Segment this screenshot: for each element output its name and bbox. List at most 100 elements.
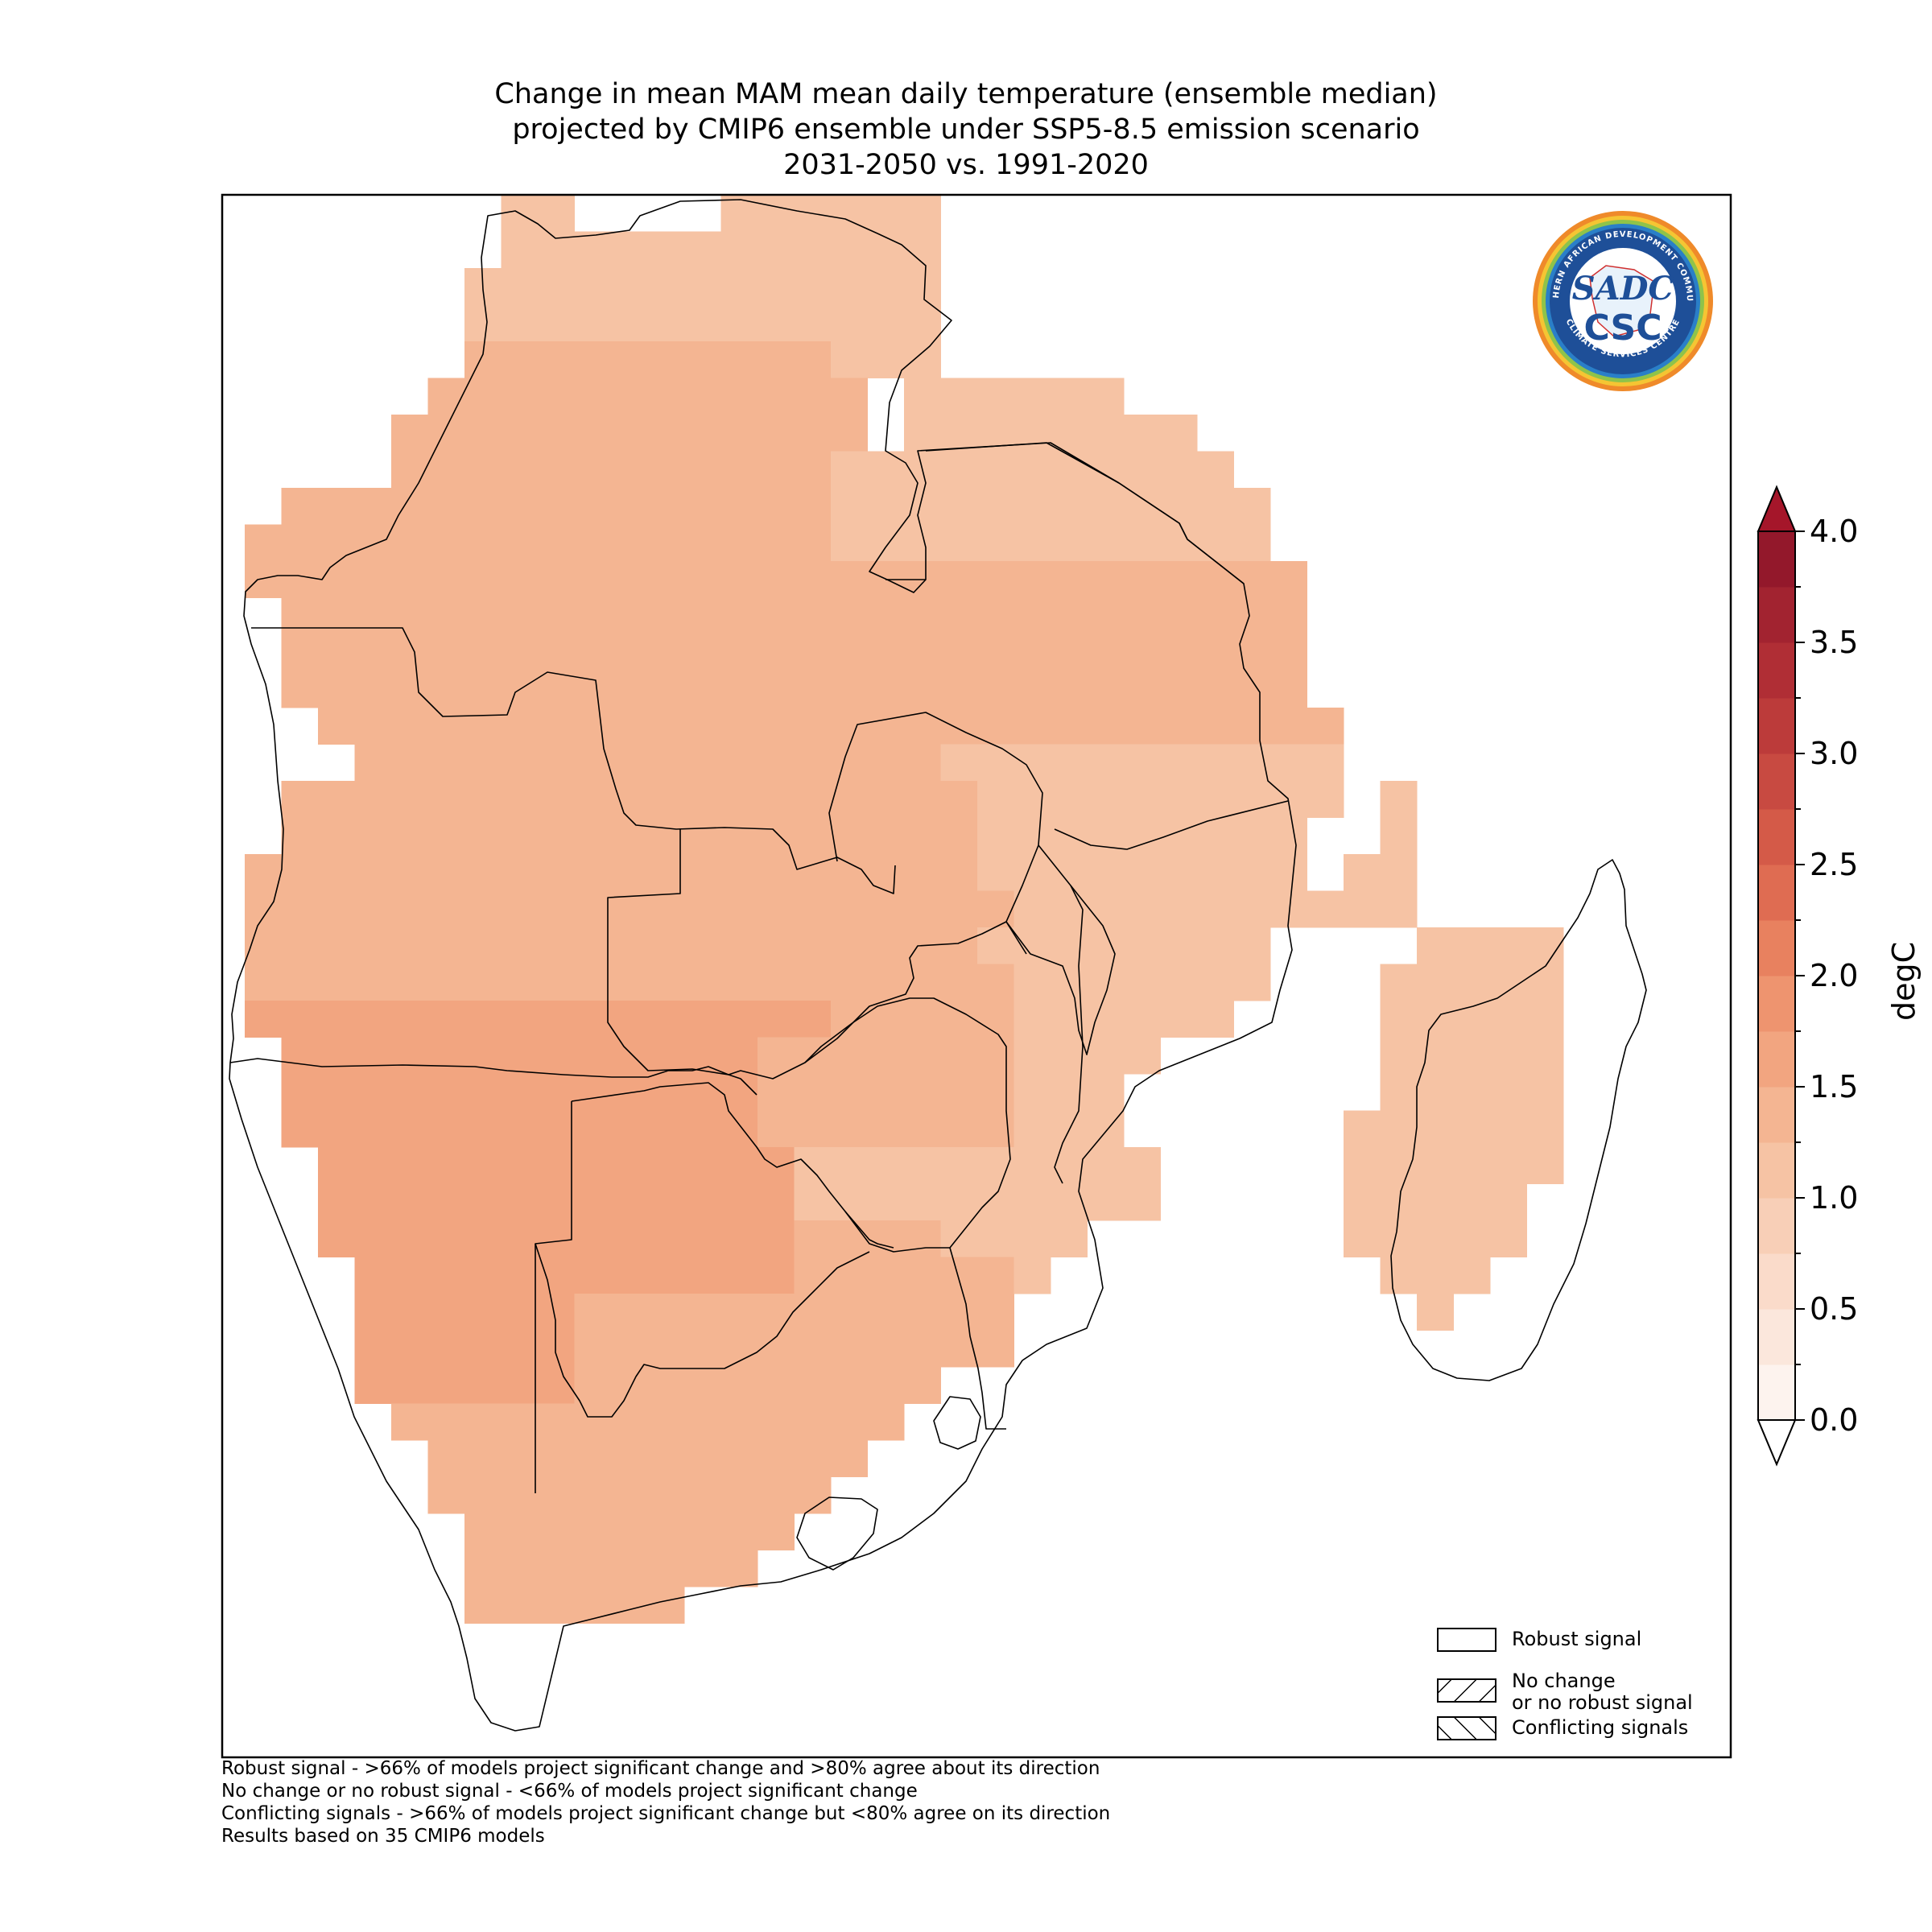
logo-mark-top: SADC	[1572, 270, 1674, 308]
data-cell	[758, 1037, 1014, 1075]
data-cell	[501, 231, 941, 269]
data-cell	[1013, 890, 1307, 928]
colorbar-bin	[1758, 587, 1795, 643]
colorbar-bin	[1758, 1364, 1795, 1421]
data-cell	[831, 524, 1271, 562]
data-cell	[391, 451, 832, 489]
conflicting-swatch	[1437, 1716, 1496, 1740]
data-cell	[354, 744, 648, 782]
colorbar-tick-label: 0.5	[1810, 1291, 1859, 1327]
data-cell	[831, 964, 1014, 1001]
colorbar-bin	[1758, 1309, 1795, 1365]
data-cell	[574, 1294, 1014, 1331]
data-cell	[318, 708, 648, 745]
data-cell	[245, 964, 648, 1001]
data-cell	[1013, 1037, 1161, 1075]
colorbar-bin	[1758, 1142, 1795, 1199]
data-cell	[940, 744, 1344, 782]
angola-namibia-border	[229, 1058, 758, 1096]
data-cell	[758, 1110, 1014, 1148]
no-change-swatch	[1437, 1678, 1496, 1703]
data-cell	[464, 341, 832, 378]
data-cell	[647, 708, 941, 745]
data-cell	[501, 195, 575, 232]
data-cell	[574, 1183, 795, 1221]
data-cell	[245, 1001, 465, 1038]
data-cell	[794, 1220, 941, 1257]
colorbar-bin	[1758, 698, 1795, 754]
data-cell	[1380, 1074, 1564, 1111]
data-cell	[281, 634, 832, 671]
data-cell	[794, 1147, 1014, 1184]
data-cell	[464, 1513, 795, 1550]
data-cell	[281, 1110, 575, 1148]
data-cell	[427, 1440, 868, 1477]
colorbar-bin	[1758, 642, 1795, 699]
data-cell	[831, 488, 1271, 525]
data-cell	[574, 1147, 795, 1184]
data-cell	[574, 1110, 758, 1148]
data-cell	[245, 890, 648, 928]
data-cell	[647, 744, 941, 782]
data-cell	[831, 1001, 1014, 1038]
colorbar-under-extend	[1757, 1419, 1797, 1467]
data-cell	[1013, 964, 1271, 1001]
data-cell	[318, 1147, 575, 1184]
data-cell	[574, 1037, 758, 1075]
data-cell	[831, 451, 1234, 489]
data-cell	[464, 1587, 685, 1624]
data-cell	[1380, 964, 1564, 1001]
tanzania-south-border	[1054, 800, 1289, 850]
malawi-border	[1005, 844, 1116, 1055]
data-cell	[427, 1476, 832, 1514]
robust-swatch	[1437, 1628, 1496, 1652]
data-cell	[245, 561, 832, 598]
colorbar-tick-label: 2.0	[1810, 958, 1859, 993]
data-cell	[831, 341, 941, 378]
mozambique-malawi-zambia	[1054, 885, 1084, 1184]
data-cell	[647, 1001, 832, 1038]
data-cell	[977, 927, 1271, 964]
tanzania-border	[925, 442, 1245, 584]
data-cell	[794, 1257, 1014, 1294]
data-cell	[281, 781, 648, 818]
country-borders	[229, 199, 1647, 1732]
data-cell	[904, 378, 1125, 415]
data-cell	[647, 817, 978, 855]
colorbar-bin	[1758, 976, 1795, 1032]
chart-title: Change in mean MAM mean daily temperatur…	[0, 76, 1932, 183]
congo-angola-border	[251, 627, 896, 894]
data-grid-cells	[245, 195, 1564, 1624]
data-cell	[940, 1220, 1088, 1257]
colorbar-tick-label: 4.0	[1810, 514, 1859, 549]
mainland-coastline	[229, 199, 1297, 1732]
colorbar-tick-label: 1.5	[1810, 1069, 1859, 1104]
data-cell	[281, 1074, 575, 1111]
data-cell	[1307, 890, 1418, 928]
data-cell	[354, 1257, 575, 1294]
colorbar-unit-label: degC	[1886, 941, 1922, 1021]
data-cell	[427, 378, 868, 415]
data-cell	[1013, 1001, 1234, 1038]
madagascar-coastline	[1390, 859, 1647, 1381]
data-cell	[245, 854, 648, 891]
legend-label-conflicting: Conflicting signals	[1512, 1716, 1689, 1739]
data-cell	[647, 854, 978, 891]
footnote-no-change: No change or no robust signal - <66% of …	[221, 1781, 918, 1802]
colorbar-bin	[1758, 1198, 1795, 1254]
data-cell	[720, 304, 941, 342]
colorbar-tick-label: 2.5	[1810, 847, 1859, 882]
title-line-1: Change in mean MAM mean daily temperatur…	[494, 78, 1438, 110]
data-cell	[831, 634, 1307, 671]
data-cell	[391, 1403, 905, 1441]
zimbabwe-border	[804, 997, 1011, 1253]
footnotes: Robust signal - >66% of models project s…	[221, 1757, 1110, 1847]
data-cell	[574, 1074, 758, 1111]
data-cell	[1344, 1183, 1527, 1221]
colorbar-bin	[1758, 809, 1795, 865]
congo-zambia-border	[828, 712, 1043, 923]
data-cell	[1344, 1110, 1564, 1148]
data-cell	[1380, 1257, 1491, 1294]
colorbar-tick-label: 1.0	[1810, 1180, 1859, 1216]
data-cell	[1344, 1220, 1527, 1257]
